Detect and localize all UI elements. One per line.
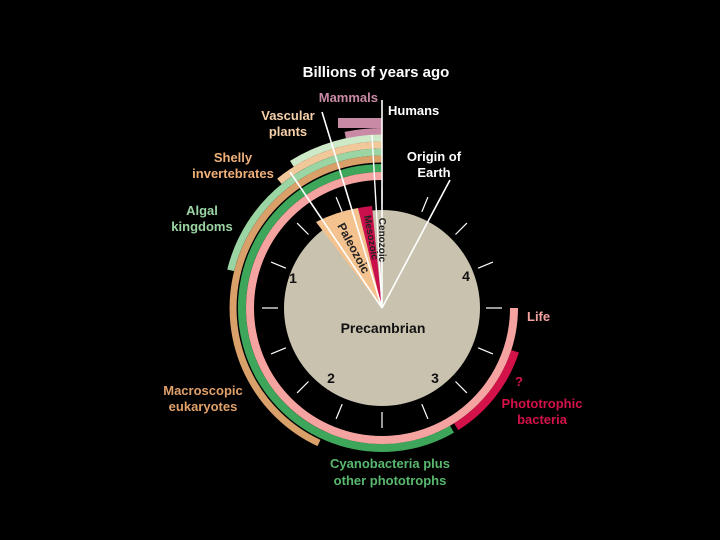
clock-tick — [296, 381, 309, 394]
macroscopic-eukaryotes-label-2: eukaryotes — [169, 399, 238, 414]
clock-tick — [455, 222, 468, 235]
precambrian-label: Precambrian — [341, 320, 426, 336]
tick-label-4: 4 — [462, 268, 470, 284]
macroscopic-eukaryotes-ring — [229, 155, 383, 447]
vascular-pointer — [371, 134, 383, 309]
vascular-plants-label-2: plants — [269, 124, 307, 139]
cyanobacteria-label-2: other phototrophs — [334, 473, 447, 488]
life-ring — [246, 172, 518, 444]
clock-ticks — [262, 188, 502, 428]
cyanobacteria-ring — [237, 164, 454, 452]
phototrophic-bacteria-label-2: bacteria — [517, 412, 568, 427]
algal-kingdoms-ring — [227, 148, 383, 272]
humans-label: Humans — [388, 103, 439, 118]
life-label: Life — [527, 309, 550, 324]
phototrophic-bacteria-label-1: Phototrophic — [502, 396, 583, 411]
clock-tick — [477, 261, 494, 269]
chart-title: Billions of years ago — [303, 64, 450, 81]
clock-tick — [270, 261, 287, 269]
cyanobacteria-label-1: Cyanobacteria plus — [330, 456, 450, 471]
clock-tick — [296, 222, 309, 235]
shelly-invertebrates-label-2: invertebrates — [192, 166, 274, 181]
tick-label-1: 1 — [289, 270, 297, 286]
mammals-pointer — [321, 111, 383, 309]
vascular-plants-label-1: Vascular — [261, 108, 315, 123]
shelly-invertebrates-ring — [277, 141, 383, 185]
tick-label-3: 3 — [431, 370, 439, 386]
clock-tick — [335, 196, 343, 213]
cenozoic-label: Cenozoic — [376, 218, 387, 263]
mammals-tab — [338, 118, 382, 128]
clock-tick — [270, 347, 287, 355]
vascular-plants-ring — [290, 134, 383, 167]
origin-of-earth-label-2: Earth — [417, 165, 450, 180]
phototrophic-question-mark: ? — [515, 374, 523, 389]
mammals-label: Mammals — [319, 90, 378, 105]
pointer-lines — [289, 100, 451, 309]
mesozoic-sector — [358, 206, 382, 308]
clock-tick — [455, 381, 468, 394]
clock-tick — [421, 403, 429, 420]
tick-label-2: 2 — [327, 370, 335, 386]
phototrophic-bacteria-ring — [454, 350, 519, 431]
origin-of-earth-label-1: Origin of — [407, 149, 462, 164]
clock-tick — [421, 196, 429, 213]
clock-tick — [477, 347, 494, 355]
algal-kingdoms-label-1: Algal — [186, 203, 218, 218]
shelly-pointer — [289, 171, 383, 309]
clock-tick — [335, 403, 343, 420]
algal-kingdoms-label-2: kingdoms — [171, 219, 232, 234]
macroscopic-eukaryotes-label-1: Macroscopic — [163, 383, 242, 398]
shelly-invertebrates-label-1: Shelly — [214, 150, 253, 165]
origin-of-earth-pointer — [381, 179, 451, 309]
life-history-rings — [227, 118, 519, 452]
